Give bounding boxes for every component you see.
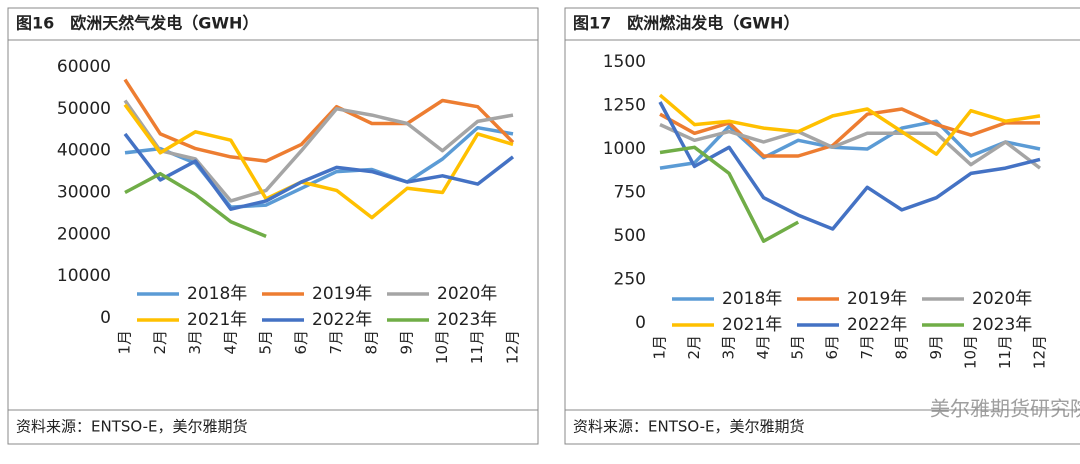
source-note: 资料来源：ENTSO-E，美尔雅期货: [573, 418, 805, 436]
y-tick-label: 750: [614, 183, 646, 203]
y-tick-label: 1000: [603, 139, 646, 159]
legend-label: 2020年: [972, 289, 1032, 309]
series-line: [124, 171, 267, 239]
legend-label: 2021年: [722, 315, 782, 335]
legend-label: 2019年: [312, 284, 372, 304]
series-line: [658, 93, 1041, 156]
y-tick-label: 1250: [603, 96, 646, 116]
series-line: [123, 99, 514, 203]
y-tick-label: 30000: [57, 183, 111, 203]
series-line: [123, 78, 515, 163]
panel-border: [564, 7, 1080, 445]
series-line: [659, 123, 1042, 170]
series-line: [659, 107, 1040, 158]
x-tick-label: 3月: [720, 335, 738, 360]
y-tick-label: 10000: [57, 266, 111, 286]
legend-label: 2019年: [847, 289, 907, 309]
y-tick-label: 50000: [57, 99, 111, 119]
x-tick-label: 7月: [858, 335, 876, 360]
y-tick-label: 1500: [603, 52, 646, 72]
x-tick-label: 2月: [151, 330, 169, 355]
legend-label: 2023年: [437, 310, 497, 330]
x-tick-label: 3月: [186, 330, 204, 355]
legend-label: 2022年: [847, 315, 907, 335]
x-tick-label: 10月: [961, 335, 979, 369]
x-tick-label: 2月: [685, 335, 703, 360]
x-tick-label: 4月: [754, 335, 772, 360]
series-line: [658, 101, 1041, 231]
x-tick-label: 6月: [823, 335, 841, 360]
y-tick-label: 60000: [57, 57, 111, 77]
legend-label: 2020年: [437, 284, 497, 304]
x-tick-label: 1月: [651, 335, 669, 360]
y-tick-label: 250: [614, 270, 646, 290]
x-tick-label: 12月: [504, 330, 522, 364]
source-note: 资料来源：ENTSO-E，美尔雅期货: [16, 418, 248, 436]
panel-border: [7, 7, 539, 445]
x-tick-label: 4月: [221, 330, 239, 355]
legend-label: 2023年: [972, 315, 1032, 335]
series-line: [123, 132, 515, 211]
watermark: 美尔雅期货研究院: [930, 397, 1080, 421]
y-tick-label: 0: [100, 308, 111, 328]
x-tick-label: 11月: [468, 330, 486, 364]
y-tick-label: 20000: [57, 224, 111, 244]
y-tick-label: 0: [635, 313, 646, 333]
series-line: [659, 145, 800, 243]
x-tick-label: 12月: [1031, 335, 1049, 369]
y-tick-label: 40000: [57, 141, 111, 161]
x-tick-label: 10月: [433, 330, 451, 364]
series-line: [124, 125, 514, 209]
x-tick-label: 5月: [789, 335, 807, 360]
x-tick-label: 8月: [892, 335, 910, 360]
x-tick-label: 9月: [927, 335, 945, 360]
x-tick-label: 11月: [996, 335, 1014, 369]
legend-label: 2018年: [187, 284, 247, 304]
x-tick-label: 7月: [327, 330, 345, 355]
x-tick-label: 1月: [116, 330, 134, 355]
x-tick-label: 9月: [398, 330, 416, 355]
y-tick-label: 500: [614, 226, 646, 246]
x-tick-label: 8月: [362, 330, 380, 355]
legend-label: 2022年: [312, 310, 372, 330]
legend-label: 2021年: [187, 310, 247, 330]
x-tick-label: 6月: [292, 330, 310, 355]
legend-label: 2018年: [722, 289, 782, 309]
series-line: [123, 103, 514, 220]
x-tick-label: 5月: [257, 330, 275, 355]
chart-title: 图17 欧洲燃油发电（GWH）: [573, 14, 799, 33]
chart-title: 图16 欧洲天然气发电（GWH）: [16, 14, 258, 33]
